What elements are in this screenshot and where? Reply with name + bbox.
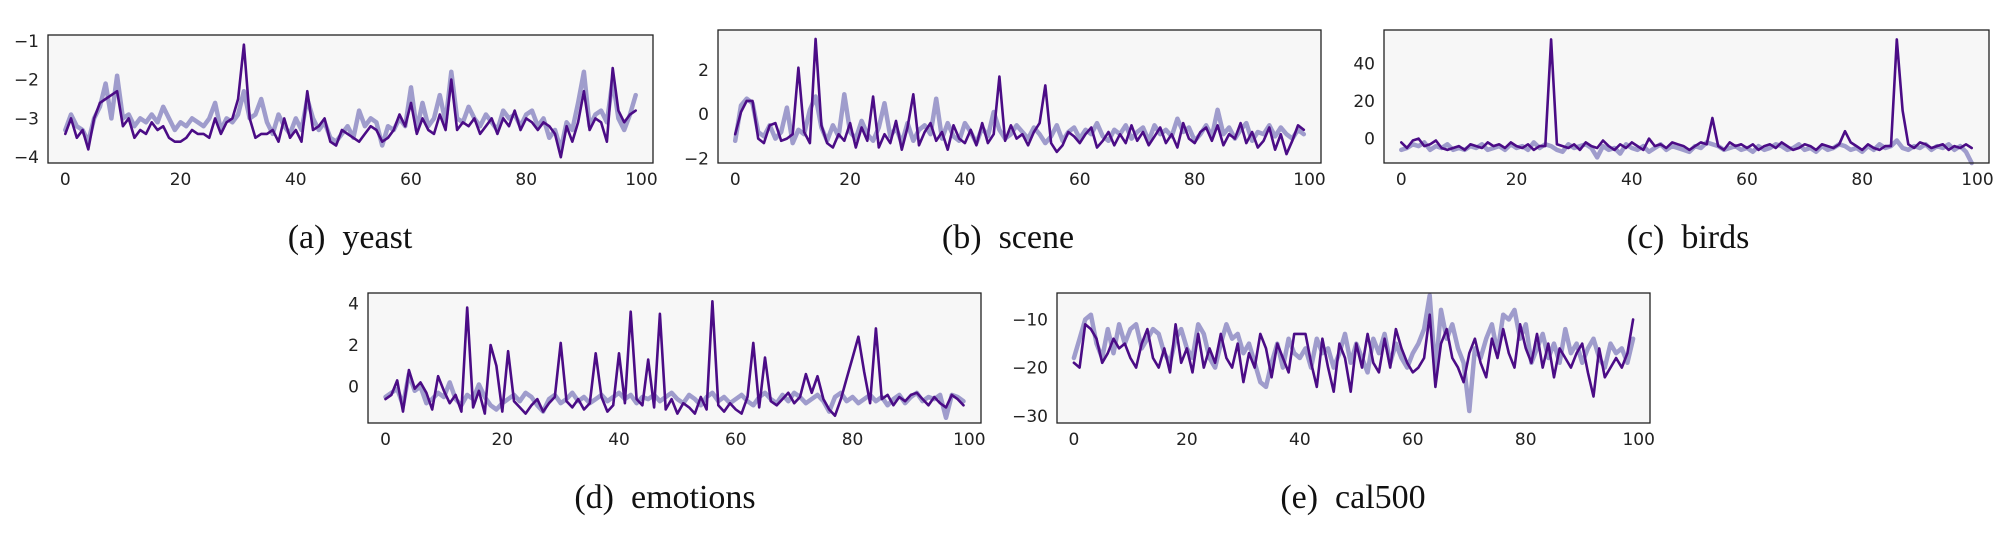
birds-x-tick-label: 100 xyxy=(1961,170,1993,190)
yeast-prediction-line xyxy=(64,43,638,159)
emotions-y-tick-label: 2 xyxy=(348,336,359,356)
scene-target-line xyxy=(732,92,1307,146)
birds-x-tick-label: 60 xyxy=(1736,170,1758,190)
panel-yeast: 0 20 40 60 80 100 −4 −3 −2 −1 (a) yeast xyxy=(14,32,658,256)
cal500-axes-frame xyxy=(1056,292,1651,424)
cal500-x-tick-label: 20 xyxy=(1176,430,1198,450)
cal500-x-tick-label: 40 xyxy=(1289,430,1311,450)
yeast-x-tick-label: 60 xyxy=(400,170,422,190)
emotions-x-tick-label: 40 xyxy=(608,430,630,450)
yeast-y-tick-label: −3 xyxy=(14,109,39,129)
emotions-x-tick-label: 80 xyxy=(842,430,864,450)
birds-y-tick-label: 0 xyxy=(1364,130,1375,150)
cal500-x-tick-label: 100 xyxy=(1622,430,1654,450)
panel-emotions: 0 20 40 60 80 100 0 2 4 (d) emotions xyxy=(348,292,986,516)
birds-y-tick-label: 40 xyxy=(1353,55,1375,75)
yeast-x-tick-label: 40 xyxy=(285,170,307,190)
scene-x-tick-label: 60 xyxy=(1069,170,1091,190)
emotions-caption: (d) emotions xyxy=(574,479,755,516)
yeast-x-tick-label: 20 xyxy=(170,170,192,190)
scene-axes-frame xyxy=(717,29,1322,164)
scene-caption: (b) scene xyxy=(942,219,1074,256)
yeast-y-tick-label: −1 xyxy=(14,32,39,52)
scene-y-tick-label: 2 xyxy=(698,61,709,81)
emotions-y-tick-label: 4 xyxy=(348,294,359,314)
panel-scene: 0 20 40 60 80 100 −2 0 2 (b) scene xyxy=(684,29,1326,256)
yeast-x-tick-label: 100 xyxy=(625,170,657,190)
emotions-x-tick-label: 100 xyxy=(953,430,985,450)
scene-x-tick-label: 80 xyxy=(1184,170,1206,190)
cal500-x-tick-label: 60 xyxy=(1402,430,1424,450)
panel-cal500: 0 20 40 60 80 100 −30 −20 −10 (e) cal500 xyxy=(1012,292,1655,516)
cal500-y-tick-label: −30 xyxy=(1012,407,1048,427)
yeast-target-line xyxy=(63,69,638,152)
birds-x-tick-label: 0 xyxy=(1396,170,1407,190)
scene-x-tick-label: 100 xyxy=(1293,170,1325,190)
emotions-y-tick-label: 0 xyxy=(348,378,359,398)
yeast-plot-area xyxy=(48,35,653,163)
panel-birds: 0 20 40 60 80 100 0 20 40 (c) birds xyxy=(1353,29,1994,256)
birds-prediction-line xyxy=(1400,38,1973,152)
scene-prediction-line xyxy=(733,37,1306,156)
cal500-y-tick-label: −10 xyxy=(1012,310,1048,330)
scene-y-tick-label: −2 xyxy=(684,150,709,170)
yeast-x-tick-label: 80 xyxy=(515,170,537,190)
emotions-prediction-line xyxy=(384,299,965,418)
emotions-axes-frame xyxy=(367,292,982,424)
yeast-caption: (a) yeast xyxy=(288,219,413,256)
emotions-x-tick-label: 60 xyxy=(725,430,747,450)
birds-plot-area xyxy=(1384,30,1989,163)
birds-axes-frame xyxy=(1383,29,1990,164)
emotions-target-line xyxy=(383,371,966,421)
scene-x-tick-label: 0 xyxy=(730,170,741,190)
cal500-caption: (e) cal500 xyxy=(1280,479,1425,516)
scene-x-tick-label: 40 xyxy=(954,170,976,190)
emotions-x-tick-label: 0 xyxy=(380,430,391,450)
cal500-prediction-line xyxy=(1072,313,1635,398)
cal500-x-tick-label: 80 xyxy=(1515,430,1537,450)
birds-x-tick-label: 80 xyxy=(1851,170,1873,190)
cal500-y-tick-label: −20 xyxy=(1012,359,1048,379)
yeast-x-tick-label: 0 xyxy=(60,170,71,190)
birds-caption: (c) birds xyxy=(1627,219,1750,256)
birds-y-tick-label: 20 xyxy=(1353,92,1375,112)
yeast-y-tick-label: −4 xyxy=(14,148,39,168)
yeast-axes-frame xyxy=(47,34,654,164)
scene-y-tick-label: 0 xyxy=(698,105,709,125)
birds-x-tick-label: 40 xyxy=(1621,170,1643,190)
birds-target-line xyxy=(1399,138,1974,166)
cal500-x-tick-label: 0 xyxy=(1069,430,1080,450)
emotions-x-tick-label: 20 xyxy=(491,430,513,450)
yeast-y-tick-label: −2 xyxy=(14,71,39,91)
birds-x-tick-label: 20 xyxy=(1506,170,1528,190)
scene-x-tick-label: 20 xyxy=(839,170,861,190)
